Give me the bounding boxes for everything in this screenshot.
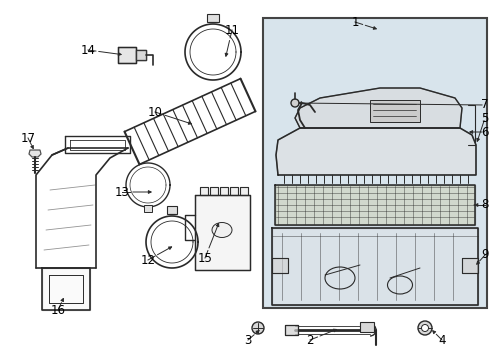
Polygon shape (29, 150, 41, 157)
Text: 11: 11 (224, 23, 240, 36)
Text: 1: 1 (351, 15, 359, 28)
Text: 12: 12 (141, 253, 155, 266)
Polygon shape (200, 187, 208, 195)
Text: 13: 13 (115, 185, 129, 198)
Circle shape (418, 321, 432, 335)
Polygon shape (42, 268, 90, 310)
Circle shape (421, 324, 428, 332)
Text: 10: 10 (147, 105, 163, 118)
Polygon shape (230, 187, 238, 195)
Text: 6: 6 (481, 126, 489, 139)
Text: 4: 4 (438, 333, 446, 346)
Ellipse shape (212, 222, 232, 238)
Circle shape (291, 99, 299, 107)
Text: 16: 16 (50, 303, 66, 316)
Bar (263, 18, 487, 308)
Text: 2: 2 (306, 333, 314, 346)
Polygon shape (240, 187, 248, 195)
Bar (370, 100, 420, 122)
Text: 9: 9 (481, 248, 489, 261)
Polygon shape (195, 195, 250, 270)
Bar (207, 14, 219, 22)
Circle shape (252, 322, 264, 334)
Polygon shape (220, 187, 228, 195)
Text: 17: 17 (21, 131, 35, 144)
Text: 7: 7 (481, 99, 489, 112)
Polygon shape (210, 187, 218, 195)
Polygon shape (275, 185, 475, 225)
Polygon shape (462, 258, 478, 273)
Text: 15: 15 (197, 252, 213, 265)
Text: 14: 14 (80, 44, 96, 57)
Polygon shape (285, 325, 298, 335)
Polygon shape (136, 50, 146, 60)
Bar (144, 205, 152, 212)
Polygon shape (272, 258, 288, 273)
Polygon shape (295, 88, 462, 128)
Polygon shape (272, 228, 478, 305)
Text: 8: 8 (481, 198, 489, 211)
Bar (360, 322, 374, 332)
Text: 3: 3 (245, 333, 252, 346)
Text: 5: 5 (481, 112, 489, 125)
Bar (167, 206, 177, 214)
Polygon shape (118, 47, 136, 63)
Polygon shape (276, 128, 476, 175)
